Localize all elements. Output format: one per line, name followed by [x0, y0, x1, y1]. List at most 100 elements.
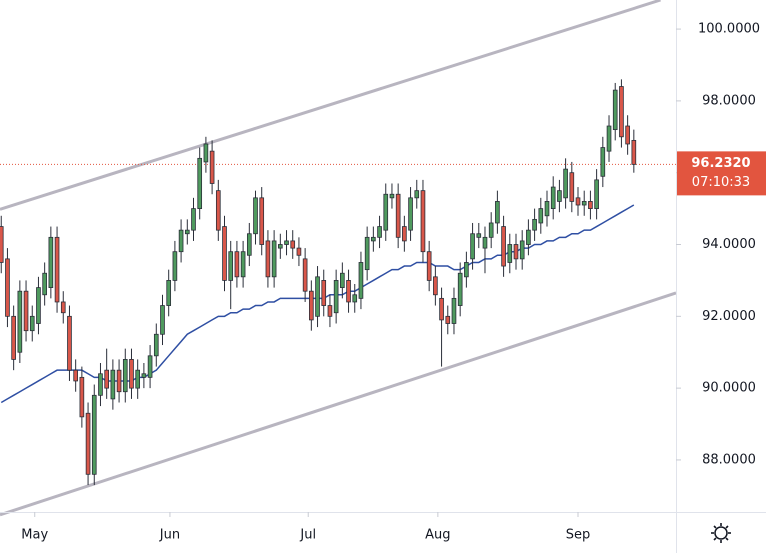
candle-body [222, 226, 227, 281]
candle-body [358, 262, 364, 299]
candle-body [265, 240, 271, 278]
candle-body [309, 290, 314, 321]
candle-body [91, 394, 97, 475]
candle-body [60, 301, 66, 314]
candle-body [278, 244, 283, 249]
candle-body [234, 251, 240, 278]
candle-body [364, 236, 370, 271]
settings-icon[interactable] [711, 523, 731, 543]
candle-body [54, 236, 60, 303]
channel-line [0, 0, 661, 211]
candle-body [271, 240, 277, 278]
candle-body [141, 373, 147, 378]
candle-body [371, 236, 376, 242]
candle-body [215, 190, 221, 231]
candle-body [79, 376, 85, 418]
candle-body [104, 369, 109, 389]
candle-body [495, 201, 500, 224]
candle-body [426, 251, 432, 281]
candle-body [315, 276, 320, 317]
candle-body [147, 355, 153, 378]
candle-body [327, 305, 333, 317]
candle-body [451, 297, 457, 324]
candle-body [408, 197, 413, 231]
candle-body [129, 359, 134, 389]
candle-body [302, 258, 308, 292]
y-tick-label: 90.0000 [702, 381, 756, 396]
candle-body [85, 412, 91, 475]
candle-body [73, 369, 78, 382]
candle-body [228, 251, 234, 281]
candle-body [619, 86, 624, 138]
candle-body [160, 305, 165, 335]
candle-body [240, 251, 246, 278]
candle-body [48, 236, 54, 288]
last-price-label: 96.2320 [691, 156, 750, 171]
y-tick-label: 98.0000 [702, 93, 756, 108]
candle-body [575, 197, 581, 206]
candle-body [519, 240, 525, 260]
candle-body [67, 315, 72, 371]
candle-body [259, 197, 265, 245]
candle-body [5, 258, 10, 317]
candle-body [153, 333, 159, 357]
y-tick-label: 92.0000 [702, 309, 756, 324]
candle-body [98, 373, 103, 396]
candle-body [507, 244, 513, 263]
candle-body [612, 89, 618, 131]
candle-body [321, 280, 327, 306]
candle-body [557, 190, 562, 202]
candle-body [594, 179, 599, 210]
candle-body [116, 369, 122, 393]
candle-body [340, 272, 345, 288]
candle-body [476, 233, 482, 238]
candle-body [550, 186, 556, 210]
candle-body [414, 190, 420, 199]
candle-body [290, 240, 296, 249]
candle-body [433, 276, 438, 296]
candle-body [135, 369, 141, 389]
x-tick-label: Jul [299, 528, 316, 543]
candle-body [296, 247, 302, 256]
candle-body [122, 359, 128, 393]
candle-body [17, 290, 23, 353]
candle-body [42, 272, 47, 296]
candle-body [352, 294, 358, 303]
candle-body [383, 193, 389, 231]
last-price-box [677, 151, 766, 196]
x-tick-label: Sep [566, 528, 591, 543]
candle-body [23, 290, 29, 332]
candle-body [532, 218, 537, 231]
candle-body [581, 201, 587, 206]
candle-body [439, 297, 444, 321]
candle-body [457, 272, 463, 306]
candle-body [284, 240, 289, 245]
candle-body [563, 168, 568, 199]
candle-body [631, 139, 637, 165]
candle-body [253, 197, 258, 235]
candle-body [172, 251, 178, 281]
candle-body [464, 262, 469, 278]
candle-body [203, 143, 209, 163]
y-tick-label: 88.0000 [702, 452, 756, 467]
plot-area [0, 0, 677, 517]
candle-body [538, 208, 544, 224]
candle-body [377, 226, 382, 238]
candle-body [389, 193, 395, 199]
candle-body [333, 280, 339, 314]
candle-body [191, 208, 196, 231]
channel-line [0, 291, 677, 517]
candle-body [445, 315, 451, 324]
candle-body [526, 229, 531, 245]
candle-body [513, 244, 519, 260]
x-tick-label: Jun [159, 528, 180, 543]
candle-body [501, 226, 506, 267]
candle-body [470, 233, 475, 260]
candle-body [36, 287, 41, 324]
y-tick-label: 100.0000 [698, 22, 760, 37]
y-tick-label: 94.0000 [702, 237, 756, 252]
candle-body [488, 222, 494, 238]
candle-body [625, 125, 630, 145]
